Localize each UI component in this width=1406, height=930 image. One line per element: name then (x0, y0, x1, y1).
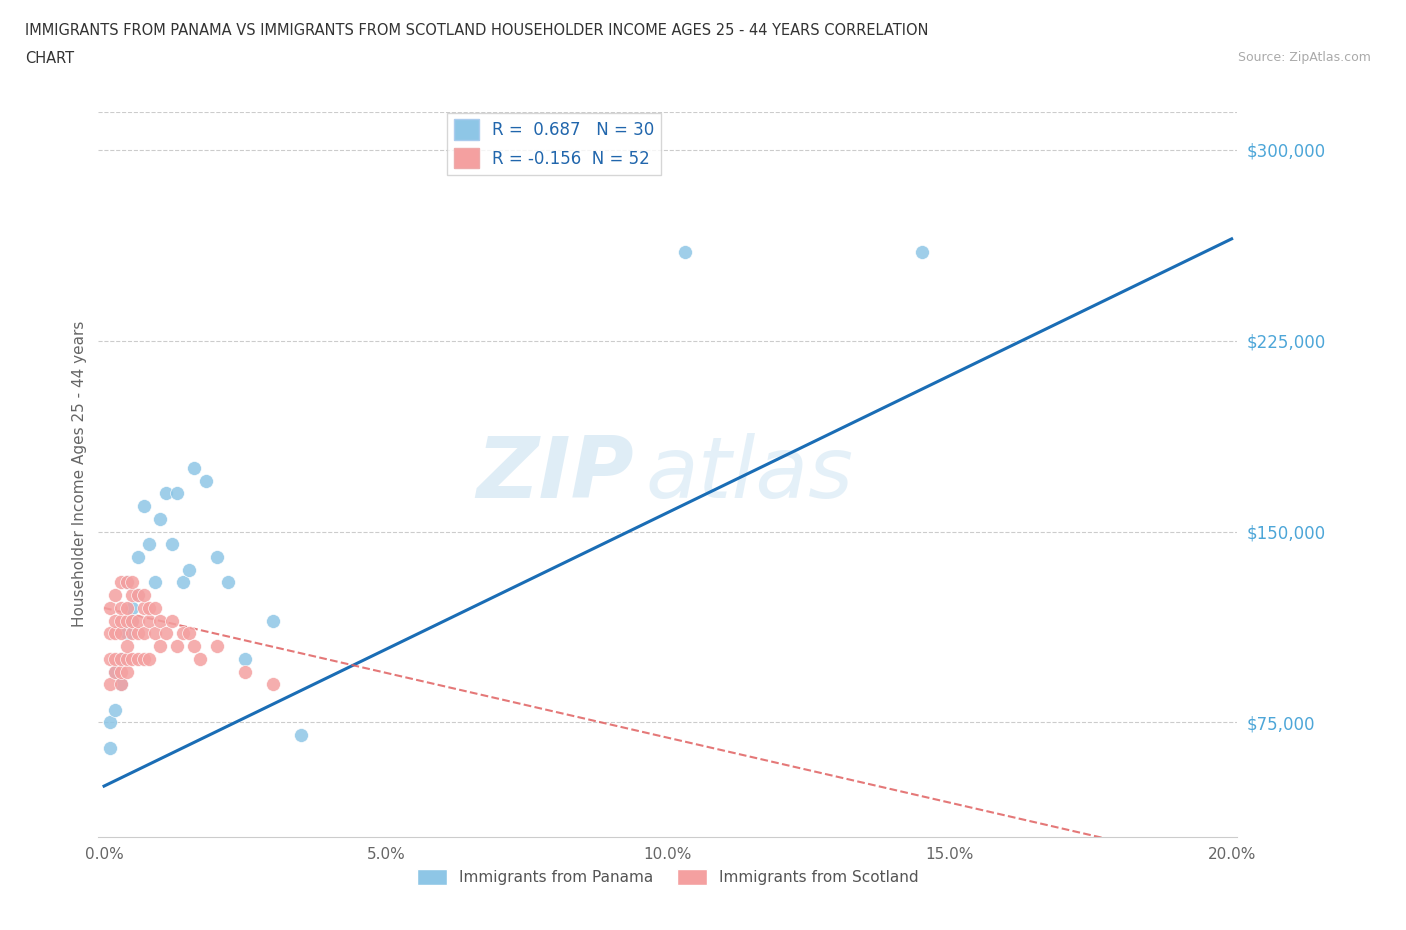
Point (143, 626, 166, 641)
Point (110, 664, 132, 679)
Point (183, 639, 205, 654)
Point (262, 677, 284, 692)
Point (172, 626, 194, 641)
Point (110, 626, 132, 641)
Point (115, 613, 138, 628)
Point (217, 575, 239, 590)
Point (194, 473, 217, 488)
Point (115, 626, 138, 641)
Point (121, 613, 143, 628)
Point (115, 664, 138, 679)
Point (98, 601, 121, 616)
Point (115, 575, 138, 590)
Point (138, 651, 160, 666)
Text: Source: ZipAtlas.com: Source: ZipAtlas.com (1237, 51, 1371, 64)
Point (166, 486, 188, 501)
Text: ZIP: ZIP (477, 432, 634, 516)
Point (673, 245, 696, 259)
Point (104, 664, 127, 679)
Point (143, 575, 166, 590)
Point (98, 626, 121, 641)
Point (115, 639, 138, 654)
Point (155, 486, 177, 501)
Point (110, 677, 132, 692)
Point (172, 575, 194, 590)
Point (262, 613, 284, 628)
Point (138, 537, 160, 551)
Point (104, 651, 127, 666)
Point (115, 601, 138, 616)
Point (104, 626, 127, 641)
Point (910, 245, 932, 259)
Point (143, 601, 166, 616)
Point (149, 512, 172, 526)
Point (149, 613, 172, 628)
Point (138, 613, 160, 628)
Text: IMMIGRANTS FROM PANAMA VS IMMIGRANTS FROM SCOTLAND HOUSEHOLDER INCOME AGES 25 - : IMMIGRANTS FROM PANAMA VS IMMIGRANTS FRO… (25, 23, 929, 38)
Point (138, 601, 160, 616)
Point (177, 626, 200, 641)
Point (115, 575, 138, 590)
Y-axis label: Householder Income Ages 25 - 44 years: Householder Income Ages 25 - 44 years (72, 321, 87, 628)
Point (110, 613, 132, 628)
Point (110, 651, 132, 666)
Point (127, 550, 149, 565)
Point (205, 639, 228, 654)
Point (132, 498, 155, 513)
Text: atlas: atlas (645, 432, 853, 516)
Point (104, 588, 127, 603)
Point (132, 651, 155, 666)
Point (132, 588, 155, 603)
Point (290, 728, 312, 743)
Point (104, 702, 127, 717)
Point (115, 651, 138, 666)
Text: CHART: CHART (25, 51, 75, 66)
Point (149, 639, 172, 654)
Point (177, 563, 200, 578)
Point (127, 588, 149, 603)
Point (98, 740, 121, 755)
Point (121, 601, 143, 616)
Point (98, 677, 121, 692)
Point (104, 613, 127, 628)
Point (104, 664, 127, 679)
Point (127, 588, 149, 603)
Point (121, 613, 143, 628)
Point (98, 651, 121, 666)
Point (121, 651, 143, 666)
Point (166, 639, 188, 654)
Point (205, 550, 228, 565)
Point (233, 664, 256, 679)
Point (127, 651, 149, 666)
Point (121, 626, 143, 641)
Point (188, 651, 211, 666)
Point (132, 626, 155, 641)
Point (160, 537, 183, 551)
Point (110, 601, 132, 616)
Legend: Immigrants from Panama, Immigrants from Scotland: Immigrants from Panama, Immigrants from … (411, 863, 925, 891)
Point (98, 715, 121, 730)
Point (110, 651, 132, 666)
Point (155, 626, 177, 641)
Point (121, 588, 143, 603)
Point (132, 601, 155, 616)
Point (127, 626, 149, 641)
Point (127, 613, 149, 628)
Point (110, 575, 132, 590)
Point (110, 677, 132, 692)
Point (183, 460, 205, 475)
Point (233, 651, 256, 666)
Point (121, 575, 143, 590)
Point (160, 613, 183, 628)
